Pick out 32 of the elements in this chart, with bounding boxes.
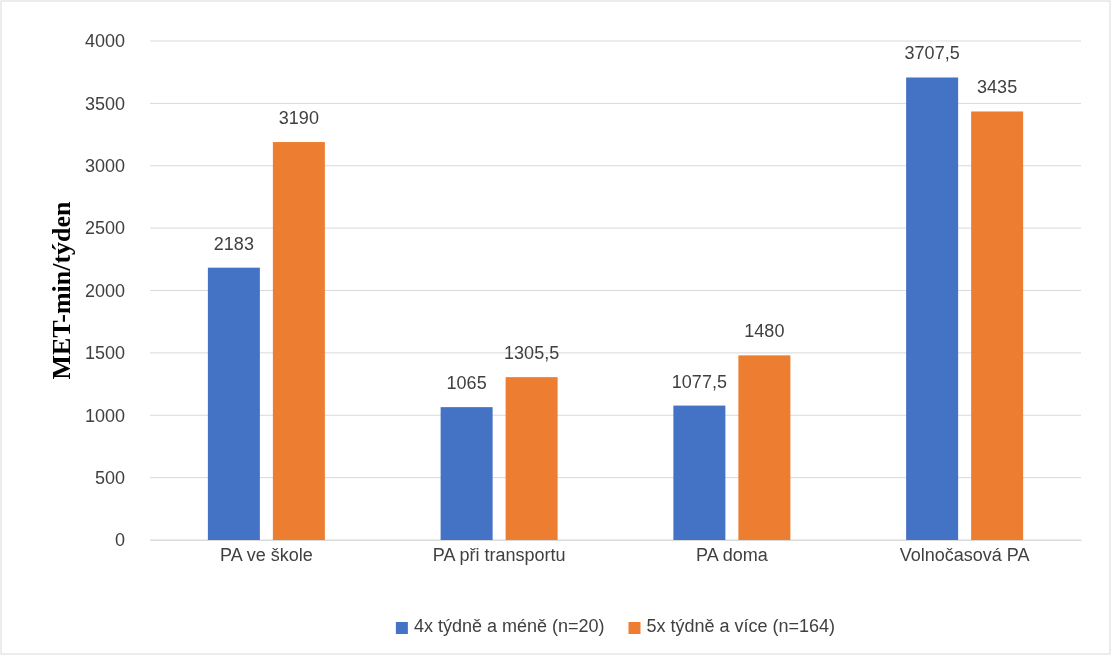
- bar: [440, 407, 493, 540]
- bar: [272, 142, 325, 540]
- bar: [906, 77, 959, 540]
- y-tick-label: 4000: [84, 31, 125, 52]
- data-label: 3190: [278, 108, 319, 129]
- y-tick-label: 500: [94, 467, 125, 488]
- bar: [673, 405, 726, 540]
- bar: [738, 355, 791, 540]
- x-tick-label: PA doma: [696, 545, 769, 565]
- y-axis-title: MET-min/týden: [47, 200, 76, 380]
- y-tick-label: 3500: [84, 93, 125, 114]
- data-label: 3435: [977, 77, 1018, 98]
- x-tick-label: PA při transportu: [432, 545, 566, 565]
- y-tick-label: 1000: [84, 405, 125, 426]
- x-tick-label: PA ve škole: [220, 545, 313, 565]
- data-label: 2183: [213, 233, 254, 254]
- data-label: 1480: [744, 321, 785, 342]
- data-label: 3707,5: [904, 43, 960, 64]
- y-tick-label: 2000: [84, 280, 125, 301]
- y-tick-label: 3000: [84, 156, 125, 177]
- data-label: 1305,5: [504, 343, 560, 364]
- bar: [971, 111, 1024, 540]
- y-tick-label: 0: [114, 530, 125, 551]
- x-tick-label: Volnočasová PA: [899, 545, 1030, 565]
- legend-label: 5x týdně a více (n=164): [646, 616, 836, 636]
- data-label: 1065: [446, 373, 487, 394]
- y-tick-label: 1500: [84, 343, 125, 364]
- data-label: 1077,5: [671, 371, 727, 392]
- y-tick-label: 2500: [84, 218, 125, 239]
- legend-label: 4x týdně a méně (n=20): [413, 616, 605, 636]
- bar: [505, 377, 558, 540]
- bar: [207, 267, 260, 540]
